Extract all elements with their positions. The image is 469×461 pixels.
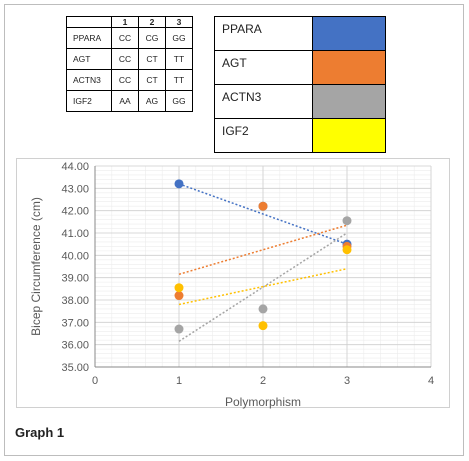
y-tick-label: 44.00 [61,161,89,173]
data-point [174,179,184,189]
gene-name: ACTN3 [66,69,112,91]
data-point [342,245,352,255]
data-point [258,321,268,331]
gene-name: PPARA [66,27,112,49]
genotype-cell: TT [165,69,193,91]
legend-row: IGF2 [214,118,386,153]
genotype-row: PPARA CC CG GG [66,27,193,49]
legend-gene-name: PPARA [214,16,313,51]
genotype-header-2: 2 [138,16,166,28]
legend-color-swatch [312,50,386,85]
figure-caption: Graph 1 [15,425,65,440]
genotype-cell: CC [111,48,139,70]
genotype-cell: AA [111,90,139,112]
x-tick-label: 2 [260,375,266,387]
genotype-cell: CT [138,69,166,91]
genotype-row: ACTN3 CC CT TT [66,69,193,91]
trendline [178,267,348,306]
genotype-cell: CC [111,27,139,49]
genotype-cell: GG [165,27,193,49]
genotype-cell: CC [111,69,139,91]
gene-name: IGF2 [66,90,112,112]
data-point [258,201,268,211]
genotype-row: IGF2 AA AG GG [66,90,193,112]
legend-gene-name: AGT [214,50,313,85]
trendline [178,232,348,342]
genotype-cell: GG [165,90,193,112]
genotype-cell: CG [138,27,166,49]
legend-row: PPARA [214,16,386,51]
genotype-row: AGT CC CT TT [66,48,193,70]
y-tick-label: 43.00 [61,183,89,195]
data-point [174,291,184,301]
genotype-header-3: 3 [165,16,193,28]
genotype-cell: TT [165,48,193,70]
trendline [178,224,348,276]
data-point [174,324,184,334]
legend-color-swatch [312,84,386,119]
legend-gene-name: ACTN3 [214,84,313,119]
legend-row: ACTN3 [214,84,386,119]
chart-area [16,158,450,408]
figure-frame [4,4,464,456]
legend-color-swatch [312,118,386,153]
y-tick-label: 42.00 [61,206,89,218]
genotype-table: 1 2 3 PPARA CC CG GG AGT CC CT TT ACTN3 … [66,16,193,112]
y-tick-label: 40.00 [61,250,89,262]
y-tick-label: 35.00 [61,362,89,374]
legend-gene-name: IGF2 [214,118,313,153]
genotype-cell: AG [138,90,166,112]
y-tick-label: 39.00 [61,273,89,285]
x-tick-label: 4 [428,375,434,387]
y-tick-label: 38.00 [61,295,89,307]
genotype-header-1: 1 [111,16,139,28]
color-legend-table: PPARA AGT ACTN3 IGF2 [214,16,386,153]
y-tick-label: 37.00 [61,317,89,329]
data-point [258,304,268,314]
genotype-header-corner [66,16,112,28]
y-tick-label: 36.00 [61,340,89,352]
y-tick-label: 41.00 [61,228,89,240]
legend-row: AGT [214,50,386,85]
x-tick-label: 0 [92,375,98,387]
gene-name: AGT [66,48,112,70]
legend-color-swatch [312,16,386,51]
genotype-cell: CT [138,48,166,70]
x-tick-label: 1 [176,375,182,387]
data-point [342,216,352,226]
genotype-header-row: 1 2 3 [66,16,193,28]
data-point [174,283,184,293]
x-axis-title: Polymorphism [225,395,301,409]
x-tick-label: 3 [344,375,350,387]
y-axis-title: Bicep Circumference (cm) [29,197,43,336]
